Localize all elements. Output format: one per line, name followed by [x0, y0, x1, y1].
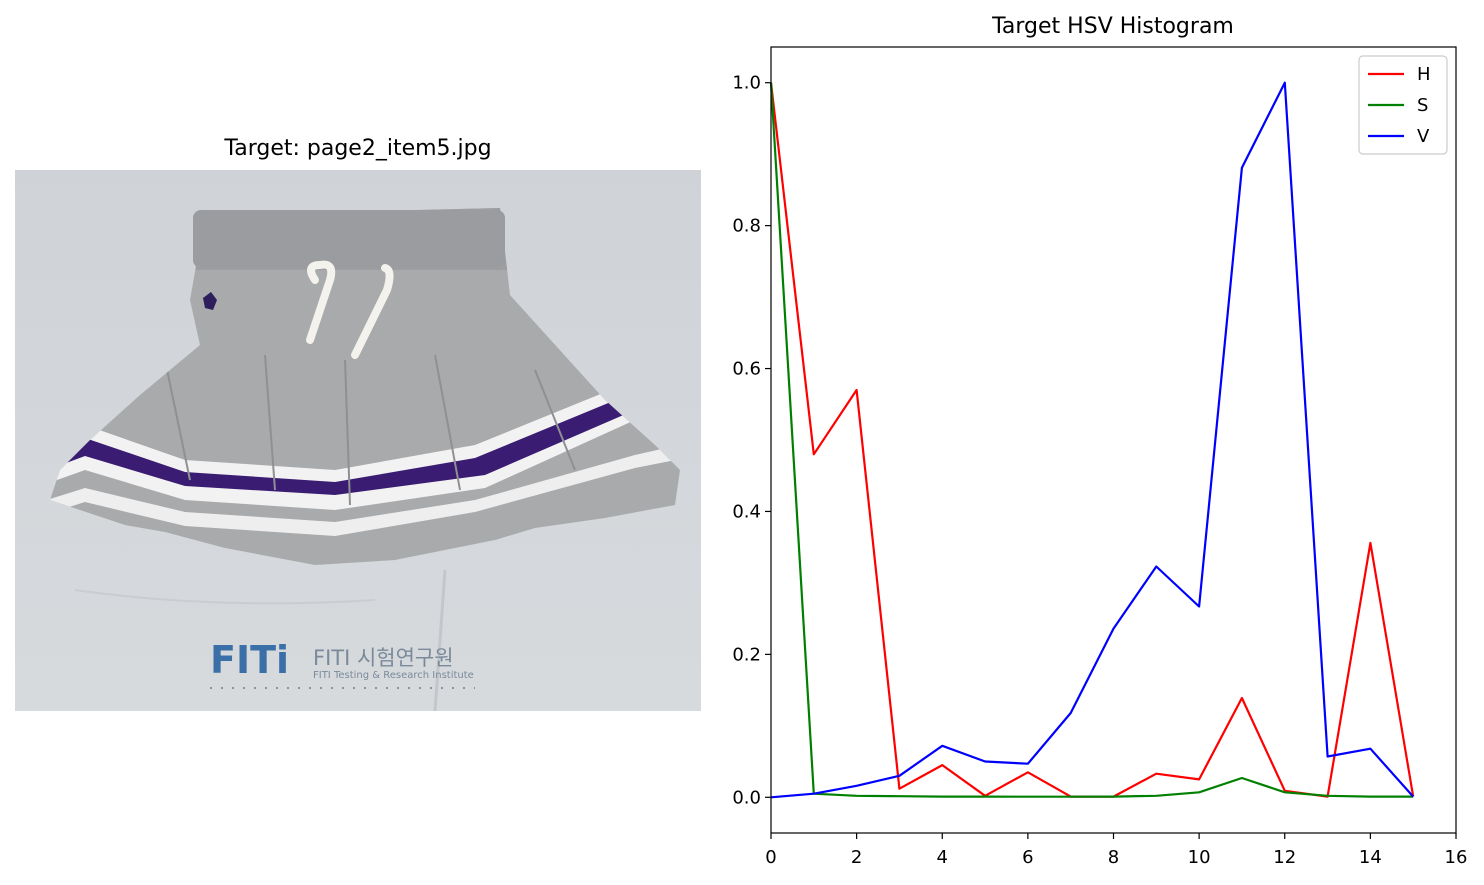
watermark: FITi FITI 시험연구원 FITI Testing & Research …	[210, 638, 475, 689]
chart-title: Target HSV Histogram	[991, 14, 1234, 39]
x-axis: 0 2 4 6 8 10 12 14 16	[765, 833, 1467, 868]
legend-label-s: S	[1417, 95, 1428, 116]
target-image: FITi FITI 시험연구원 FITI Testing & Research …	[15, 170, 701, 711]
x-tick-label: 8	[1108, 847, 1119, 868]
series-line-h	[769, 82, 1415, 798]
y-tick-label: 0.8	[732, 216, 761, 237]
legend: HSV	[1358, 55, 1448, 155]
y-tick-label: 0.4	[732, 501, 761, 522]
image-title: Target: page2_item5.jpg	[224, 136, 492, 161]
watermark-subtitle: FITI Testing & Research Institute	[313, 670, 474, 681]
axes-frame	[770, 46, 1457, 834]
x-tick-label: 0	[765, 847, 776, 868]
y-tick-label: 0.2	[732, 644, 761, 665]
watermark-name: FITI 시험연구원	[313, 646, 454, 670]
y-tick-label: 0.0	[732, 787, 761, 808]
series-line-s	[769, 82, 1414, 798]
x-tick-label: 6	[1022, 847, 1033, 868]
y-axis: 0.0 0.2 0.4 0.6 0.8 1.0	[732, 73, 771, 808]
legend-label-v: V	[1417, 126, 1430, 147]
x-tick-label: 4	[937, 847, 948, 868]
y-tick-label: 0.6	[732, 359, 761, 380]
series-line-v	[770, 81, 1415, 799]
x-tick-label: 10	[1188, 847, 1211, 868]
x-tick-label: 2	[851, 847, 862, 868]
legend-label-h: H	[1417, 64, 1431, 85]
x-tick-label: 16	[1445, 847, 1468, 868]
watermark-logo: FITi	[210, 638, 289, 682]
x-tick-label: 14	[1359, 847, 1382, 868]
plot-area	[769, 81, 1415, 799]
y-tick-label: 1.0	[732, 73, 761, 94]
x-tick-label: 12	[1273, 847, 1296, 868]
